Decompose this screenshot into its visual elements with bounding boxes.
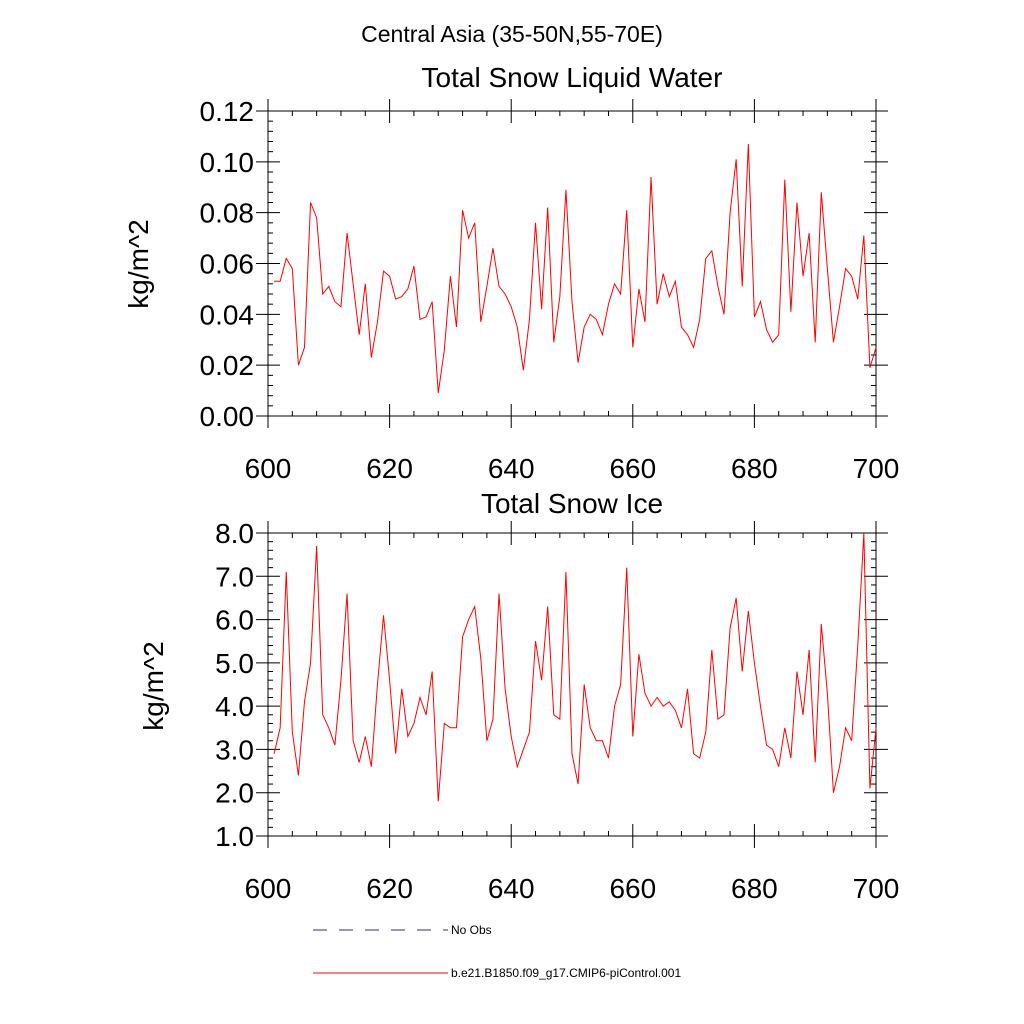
snow-liquid-water-y-tick-label: 0.10 [200, 147, 255, 178]
snow-ice-y-tick-label: 2.0 [215, 778, 254, 809]
snow-liquid-water-x-tick-label: 680 [731, 453, 778, 484]
snow-ice-y-tick-label: 7.0 [215, 561, 254, 592]
snow-ice-y-tick-label: 8.0 [215, 518, 254, 549]
snow-ice-y-tick-label: 3.0 [215, 734, 254, 765]
snow-liquid-water-y-tick-label: 0.12 [200, 96, 255, 127]
snow-liquid-water-x-tick-label: 640 [488, 453, 535, 484]
legend-no-obs-label: No Obs [451, 923, 492, 937]
snow-ice-x-tick-label: 680 [731, 873, 778, 904]
snow-ice-title: Total Snow Ice [481, 488, 663, 519]
snow-ice-x-tick-label: 700 [853, 873, 900, 904]
snow-liquid-water-plot-frame [267, 110, 877, 417]
snow-liquid-water-ylabel: kg/m^2 [123, 219, 154, 308]
snow-liquid-water-x-tick-label: 660 [609, 453, 656, 484]
snow-liquid-water-y-tick-label: 0.04 [200, 299, 255, 330]
figure-suptitle: Central Asia (35-50N,55-70E) [361, 21, 663, 47]
snow-ice-x-tick-label: 600 [245, 873, 292, 904]
snow-ice-x-tick-label: 620 [366, 873, 413, 904]
snow-liquid-water-y-tick-label: 0.08 [200, 198, 255, 229]
snow-liquid-water-y-tick-label: 0.00 [200, 401, 255, 432]
snow-liquid-water-series-line [274, 144, 877, 394]
snow-ice-y-tick-label: 4.0 [215, 691, 254, 722]
snow-ice-plot-frame [267, 532, 877, 837]
snow-liquid-water-x-tick-label: 600 [245, 453, 292, 484]
snow-ice-series-line [273, 532, 877, 802]
snow-liquid-water-y-tick-label: 0.06 [200, 249, 255, 280]
snow-ice-y-tick-label: 1.0 [215, 821, 254, 852]
snow-liquid-water-panel: Total Snow Liquid Water kg/m^2 0.00 0.02 0… [123, 62, 899, 484]
legend: No Obs b.e21.B1850.f09_g17.CMIP6-piContr… [313, 923, 681, 980]
snow-ice-y-tick-label: 6.0 [215, 605, 254, 636]
snow-liquid-water-x-tick-label: 620 [366, 453, 413, 484]
snow-ice-ylabel: kg/m^2 [138, 641, 169, 730]
snow-liquid-water-x-tick-label: 700 [853, 453, 900, 484]
snow-liquid-water-title: Total Snow Liquid Water [422, 62, 723, 93]
snow-ice-x-tick-label: 660 [609, 873, 656, 904]
legend-picontrol-label: b.e21.B1850.f09_g17.CMIP6-piControl.001 [451, 966, 681, 980]
snow-liquid-water-y-tick-label: 0.02 [200, 350, 255, 381]
snow-ice-panel: Total Snow Ice kg/m^2 1.0 2.0 3.0 4.0 5.0 6.0… [138, 488, 899, 904]
snow-ice-x-tick-label: 640 [488, 873, 535, 904]
snow-ice-y-tick-label: 5.0 [215, 648, 254, 679]
